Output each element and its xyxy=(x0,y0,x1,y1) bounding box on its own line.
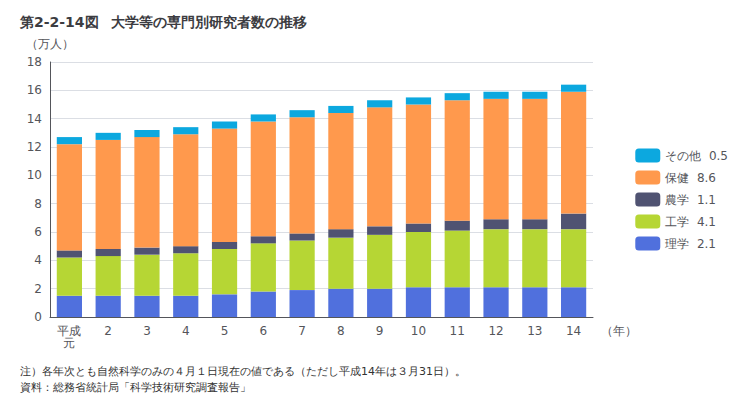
svg-text:平成: 平成 xyxy=(57,324,82,338)
svg-text:7: 7 xyxy=(298,324,306,338)
svg-text:8: 8 xyxy=(34,197,42,211)
svg-text:8: 8 xyxy=(337,324,345,338)
svg-text:資料：総務省統計局「科学技術研究調査報告」: 資料：総務省統計局「科学技術研究調査報告」 xyxy=(20,381,251,394)
svg-text:2: 2 xyxy=(34,282,42,296)
svg-text:（万人）: （万人） xyxy=(26,37,74,51)
svg-text:大学等の専門別研究者数の推移: 大学等の専門別研究者数の推移 xyxy=(111,14,307,30)
svg-text:5: 5 xyxy=(221,324,229,338)
svg-text:13: 13 xyxy=(527,324,542,338)
svg-text:注）各年次とも自然科学のみの４月１日現在の値である（ただし平: 注）各年次とも自然科学のみの４月１日現在の値である（ただし平成14年は３月31日… xyxy=(20,365,466,378)
svg-text:14: 14 xyxy=(27,112,42,126)
svg-text:4: 4 xyxy=(34,253,42,267)
svg-text:（年）: （年） xyxy=(601,324,637,338)
svg-text:保健 8.6: 保健 8.6 xyxy=(665,171,716,185)
svg-text:3: 3 xyxy=(143,324,151,338)
svg-text:18: 18 xyxy=(27,55,42,69)
svg-text:その他 0.5: その他 0.5 xyxy=(665,149,728,163)
svg-text:元: 元 xyxy=(63,336,75,350)
svg-text:10: 10 xyxy=(27,168,42,182)
svg-text:2: 2 xyxy=(104,324,112,338)
svg-text:第2-2-14図: 第2-2-14図 xyxy=(19,14,99,30)
svg-text:6: 6 xyxy=(260,324,268,338)
svg-text:12: 12 xyxy=(488,324,503,338)
svg-text:14: 14 xyxy=(566,324,581,338)
svg-text:農学 1.1: 農学 1.1 xyxy=(665,193,716,207)
svg-text:6: 6 xyxy=(34,225,42,239)
svg-text:12: 12 xyxy=(27,140,42,154)
svg-text:11: 11 xyxy=(450,324,465,338)
svg-text:4: 4 xyxy=(182,324,190,338)
svg-text:工学 4.1: 工学 4.1 xyxy=(665,215,716,229)
svg-text:理学 2.1: 理学 2.1 xyxy=(665,237,716,251)
svg-text:9: 9 xyxy=(376,324,384,338)
svg-text:10: 10 xyxy=(411,324,426,338)
svg-text:0: 0 xyxy=(34,310,42,324)
svg-text:16: 16 xyxy=(27,83,42,97)
